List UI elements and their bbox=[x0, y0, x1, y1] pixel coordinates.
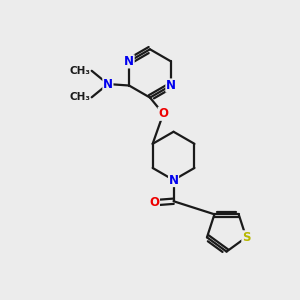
Text: N: N bbox=[124, 55, 134, 68]
Text: N: N bbox=[103, 77, 113, 91]
Text: CH₃: CH₃ bbox=[69, 92, 90, 102]
Text: CH₃: CH₃ bbox=[69, 66, 90, 76]
Text: S: S bbox=[242, 231, 250, 244]
Text: N: N bbox=[169, 173, 178, 187]
Text: N: N bbox=[166, 79, 176, 92]
Text: O: O bbox=[158, 107, 168, 120]
Text: O: O bbox=[149, 196, 159, 209]
